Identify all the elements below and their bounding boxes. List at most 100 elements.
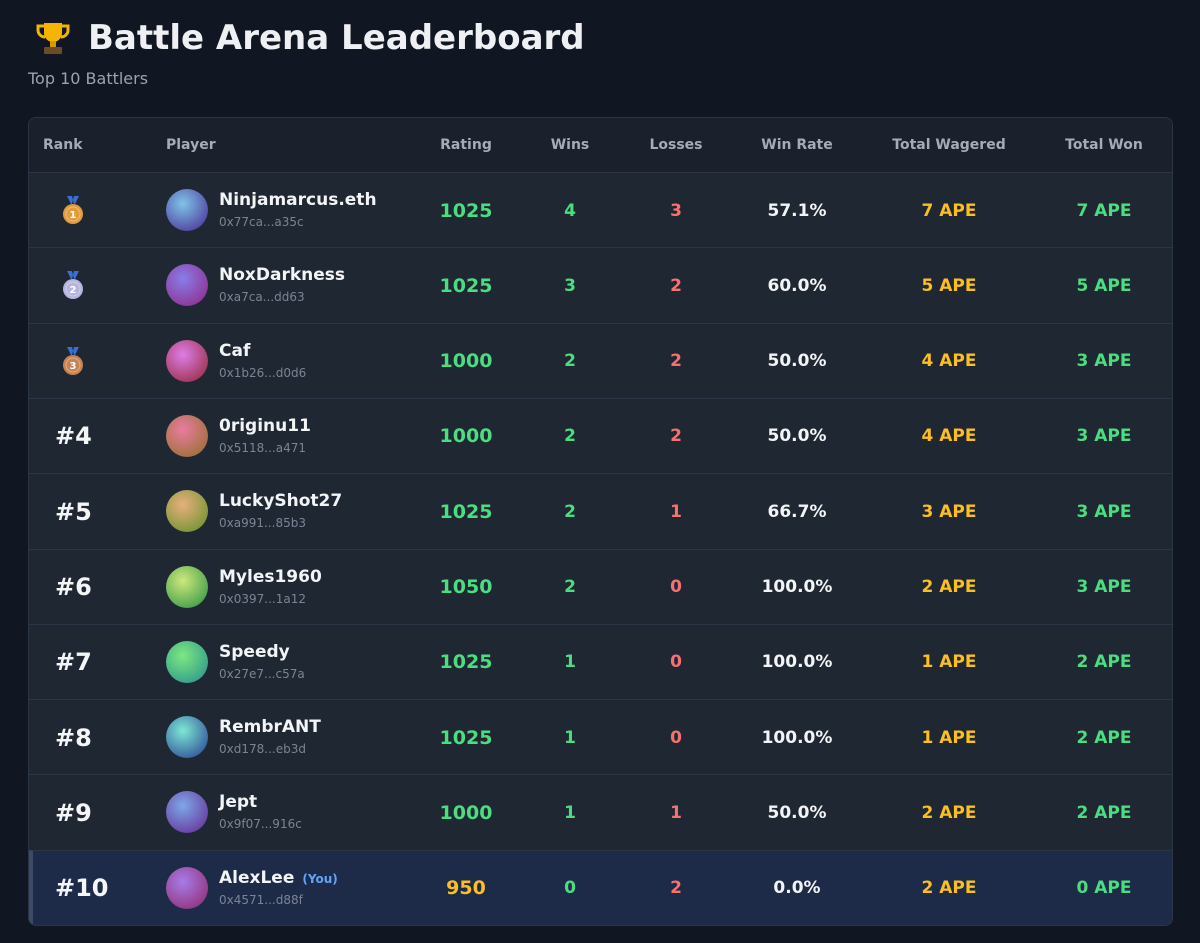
- player-address: 0x4571...d88f: [219, 892, 303, 907]
- column-header: Wins: [550, 137, 590, 153]
- wins: 1: [564, 727, 576, 748]
- avatar: [166, 189, 208, 231]
- leaderboard-row: 2 NoxDarkness 0xa7ca...dd63 1025 3 2 60.0% 5 AP…: [29, 247, 1172, 324]
- rank: #5: [55, 497, 92, 526]
- won: 3 APE: [1076, 577, 1132, 597]
- rating: 1025: [439, 500, 493, 523]
- win-rate: 60.0%: [767, 275, 827, 296]
- won: 3 APE: [1076, 426, 1132, 447]
- player-address: 0x27e7...c57a: [219, 666, 305, 681]
- player-name: Speedy: [219, 642, 290, 662]
- player-name-text: Speedy: [219, 641, 290, 662]
- avatar: [166, 716, 208, 759]
- rating: 1025: [439, 726, 493, 749]
- player-address: 0xa991...85b3: [219, 516, 306, 531]
- wins: 2: [564, 426, 576, 447]
- rating: 1025: [439, 274, 493, 297]
- medal-icon: 1: [63, 196, 83, 224]
- losses: 2: [670, 351, 682, 372]
- win-rate: 0.0%: [773, 878, 821, 899]
- player-name: RembrANT: [219, 717, 321, 737]
- wagered: 5 APE: [921, 275, 977, 296]
- player-name-text: Ninjamarcus.eth: [219, 190, 377, 210]
- player-name-text: LuckyShot27: [219, 491, 343, 512]
- losses: 2: [670, 275, 682, 296]
- column-header: Player: [166, 137, 216, 153]
- header-row: Rank Player Rating Wins Losses Win Rate Total …: [29, 118, 1172, 172]
- won: 0 APE: [1076, 878, 1132, 899]
- rank-number: 1: [70, 210, 77, 221]
- losses: 0: [670, 577, 682, 597]
- losses: 0: [670, 727, 682, 748]
- rating: 1000: [439, 801, 493, 824]
- win-rate: 50.0%: [767, 351, 827, 372]
- title: Battle Arena Leaderboard: [88, 18, 585, 58]
- player-name-text: Caf: [219, 340, 251, 361]
- player-name: AlexLee (You): [219, 868, 338, 888]
- leaderboard-row: #8 RembrANT 0xd178...eb3d 1025 1 0 100.0% 1 APE…: [29, 699, 1172, 776]
- rank-number: 2: [70, 285, 77, 296]
- wagered: 4 APE: [921, 426, 977, 447]
- wins: 3: [564, 275, 576, 296]
- leaderboard-row: #10 AlexLee (You) 0x4571...d88f 950 0 2 0.0% 2 A…: [29, 849, 1172, 925]
- losses: 3: [670, 200, 682, 221]
- won: 5 APE: [1076, 275, 1132, 296]
- column-header: Rating: [440, 137, 492, 153]
- wagered: 3 APE: [921, 501, 977, 522]
- player-name-text: Myles1960: [219, 566, 322, 587]
- wins: 0: [564, 878, 576, 899]
- column-header: Total Wagered: [892, 137, 1006, 153]
- medal-icon: 2: [63, 271, 83, 300]
- win-rate: 50.0%: [767, 426, 827, 447]
- wins: 1: [564, 802, 576, 823]
- win-rate: 100.0%: [761, 577, 833, 597]
- leaderboard-row: #7 Speedy 0x27e7...c57a 1025 1 0 100.0% 1 APE 2 …: [29, 623, 1172, 700]
- leaderboard-row: #9 Jept 0x9f07...916c 1000 1 1 50.0% 2 APE 2 APE: [29, 774, 1172, 851]
- win-rate: 50.0%: [767, 802, 827, 823]
- player-name-text: RembrANT: [219, 717, 321, 738]
- won: 2 APE: [1076, 652, 1132, 673]
- leaderboard-row: 1 Ninjamarcus.eth 0x77ca...a35c 1025 4 3 57.1%…: [29, 172, 1172, 248]
- wins: 4: [564, 200, 576, 221]
- you-badge: (You): [302, 871, 338, 886]
- rank: #7: [55, 648, 92, 677]
- avatar: [166, 791, 208, 834]
- player-name: Caf: [219, 341, 250, 361]
- column-header: Losses: [649, 137, 703, 153]
- player-address: 0xa7ca...dd63: [219, 290, 305, 305]
- win-rate: 100.0%: [761, 727, 833, 748]
- wins: 2: [564, 501, 576, 522]
- column-header: Total Won: [1065, 137, 1143, 153]
- won: 7 APE: [1076, 200, 1132, 221]
- won: 2 APE: [1076, 802, 1132, 823]
- wagered: 4 APE: [921, 351, 977, 372]
- avatar: [166, 640, 208, 683]
- rating: 1050: [439, 576, 493, 598]
- player-name: NoxDarkness: [219, 265, 345, 285]
- win-rate: 66.7%: [767, 501, 827, 522]
- leaderboard-row: #5 LuckyShot27 0xa991...85b3 1025 2 1 66.7% 3 A…: [29, 473, 1172, 550]
- rating: 1025: [439, 199, 493, 222]
- rank: #8: [55, 723, 92, 752]
- wins: 1: [564, 652, 576, 673]
- subtitle: Top 10 Battlers: [28, 69, 149, 88]
- wins: 2: [564, 577, 576, 597]
- player-address: 0x5118...a471: [219, 440, 306, 455]
- wagered: 7 APE: [921, 200, 977, 221]
- losses: 0: [670, 652, 682, 673]
- medal-icon: 3: [63, 346, 83, 375]
- wagered: 2 APE: [921, 802, 977, 823]
- player-name: LuckyShot27: [219, 491, 342, 511]
- losses: 1: [670, 501, 682, 522]
- player-name-text: Jept: [219, 792, 258, 813]
- avatar: [166, 490, 208, 533]
- wagered: 1 APE: [921, 652, 977, 673]
- won: 3 APE: [1076, 501, 1132, 522]
- leaderboard-row: 3 Caf 0x1b26...d0d6 1000 2 2 50.0% 4 APE 3 APE: [29, 322, 1172, 399]
- player-name: 0riginu11: [219, 416, 311, 436]
- trophy-icon: [36, 23, 70, 54]
- losses: 1: [670, 802, 682, 823]
- column-header: Win Rate: [761, 137, 833, 153]
- player-address: 0x9f07...916c: [219, 817, 302, 832]
